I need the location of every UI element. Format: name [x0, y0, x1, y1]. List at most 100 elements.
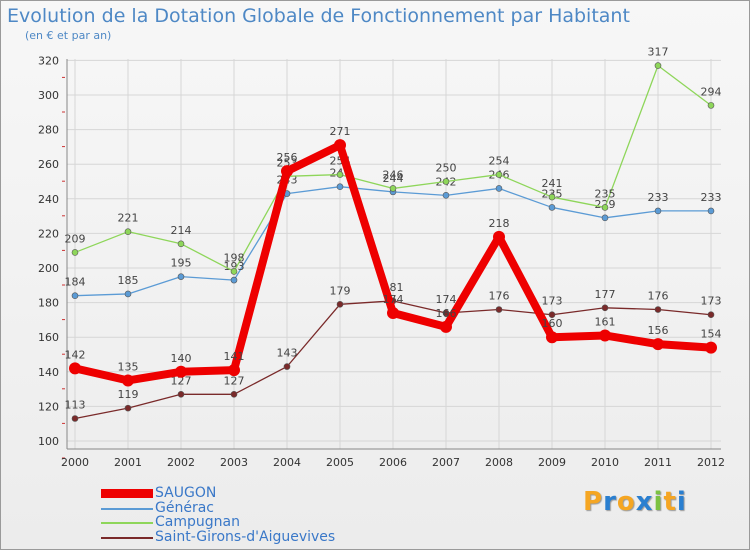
data-label-g-n-rac-2011: 233 — [648, 191, 669, 204]
data-label-campugnan-2011: 317 — [648, 46, 669, 59]
logo-letter: t — [663, 487, 677, 517]
y-tick-label-200: 200 — [38, 262, 59, 275]
data-point-g-n-rac-2008 — [495, 185, 503, 192]
data-point-saugon-2010 — [599, 329, 611, 342]
data-label-saugon-2011: 156 — [648, 324, 669, 337]
y-tick-label-320: 320 — [38, 54, 59, 67]
data-point-campugnan-2009 — [548, 193, 556, 201]
logo-letter: P — [583, 487, 604, 517]
data-label-g-n-rac-2001: 185 — [118, 274, 139, 287]
data-label-campugnan-2003: 198 — [224, 251, 245, 264]
data-label-saugon-2003: 141 — [224, 350, 245, 363]
data-label-campugnan-2008: 254 — [489, 155, 510, 168]
data-label-saugon-2008: 218 — [489, 217, 510, 230]
y-tick-label-160: 160 — [38, 331, 59, 344]
logo-letter: i — [676, 487, 687, 517]
data-point-saint-girons-d-aiguevives-2002 — [177, 390, 185, 398]
data-label-g-n-rac-2000: 184 — [65, 276, 86, 289]
x-tick-label-2007: 2007 — [432, 456, 460, 469]
data-point-g-n-rac-2011 — [654, 207, 662, 215]
data-point-campugnan-2012 — [707, 102, 715, 109]
data-point-saugon-2006 — [387, 306, 399, 319]
y-tick-label-120: 120 — [38, 400, 59, 413]
data-point-g-n-rac-2005 — [336, 183, 344, 190]
chart-title: Evolution de la Dotation Globale de Fonc… — [7, 5, 630, 27]
x-tick-label-2008: 2008 — [485, 456, 513, 469]
x-tick-label-2002: 2002 — [167, 456, 195, 469]
data-label-campugnan-2006: 246 — [383, 168, 404, 181]
x-tick-label-2000: 2000 — [61, 456, 89, 469]
data-label-saint-girons-d-aiguevives-2004: 143 — [277, 347, 298, 360]
logo-letter: o — [616, 487, 636, 517]
y-tick-label-180: 180 — [38, 297, 59, 310]
data-point-g-n-rac-2001 — [124, 290, 132, 298]
data-point-saugon-2011 — [652, 338, 664, 351]
data-point-campugnan-2000 — [71, 249, 79, 256]
data-label-saugon-2010: 161 — [595, 315, 616, 328]
data-label-saint-girons-d-aiguevives-2002: 127 — [171, 374, 192, 387]
y-tick-label-220: 220 — [38, 227, 59, 240]
data-label-saugon-2005: 271 — [330, 125, 351, 138]
x-tick-label-2006: 2006 — [379, 456, 407, 469]
data-label-g-n-rac-2006: 244 — [383, 172, 404, 185]
data-point-g-n-rac-2010 — [601, 214, 609, 222]
data-label-saint-girons-d-aiguevives-2008: 176 — [489, 290, 510, 303]
legend-label-generac: Générac — [155, 499, 214, 516]
chart-subtitle: (en € et par an) — [25, 29, 112, 42]
data-label-saugon-2009: 160 — [542, 317, 563, 330]
data-point-g-n-rac-2002 — [177, 273, 185, 280]
data-point-g-n-rac-2009 — [548, 204, 556, 211]
x-tick-label-2012: 2012 — [697, 456, 725, 469]
y-tick-label-240: 240 — [38, 193, 59, 206]
data-label-campugnan-2001: 221 — [118, 212, 139, 225]
data-point-saugon-2009 — [546, 331, 558, 344]
data-label-saint-girons-d-aiguevives-2011: 176 — [648, 290, 669, 303]
data-point-saugon-2002 — [175, 365, 187, 378]
data-label-saugon-2000: 142 — [65, 348, 86, 361]
legend-swatch-campugnan — [101, 522, 153, 524]
data-point-saint-girons-d-aiguevives-2005 — [336, 301, 344, 308]
data-label-g-n-rac-2002: 195 — [171, 257, 192, 270]
data-point-g-n-rac-2003 — [230, 276, 238, 284]
x-tick-label-2001: 2001 — [114, 456, 142, 469]
legend-label-saugon: SAUGON — [155, 485, 217, 501]
data-point-saugon-2003 — [228, 364, 240, 377]
data-label-saint-girons-d-aiguevives-2005: 179 — [330, 284, 351, 297]
data-point-g-n-rac-2000 — [71, 292, 79, 299]
legend-label-saint-girons: Saint-Girons-d'Aiguevives — [155, 528, 336, 545]
data-point-saugon-2005 — [334, 139, 346, 152]
y-tick-label-280: 280 — [38, 124, 59, 137]
data-point-saint-girons-d-aiguevives-2008 — [495, 306, 503, 313]
data-label-campugnan-2007: 250 — [436, 162, 457, 175]
data-label-campugnan-2009: 241 — [542, 177, 563, 190]
data-label-saugon-2001: 135 — [118, 360, 139, 373]
data-point-saugon-2001 — [122, 374, 134, 387]
data-label-saint-girons-d-aiguevives-2003: 127 — [224, 374, 245, 387]
data-label-campugnan-2012: 294 — [701, 85, 722, 98]
data-point-saint-girons-d-aiguevives-2004 — [283, 363, 291, 370]
x-tick-label-2009: 2009 — [538, 456, 566, 469]
data-point-saint-girons-d-aiguevives-2000 — [71, 415, 79, 422]
data-point-campugnan-2010 — [601, 204, 609, 211]
data-label-saint-girons-d-aiguevives-2000: 113 — [65, 399, 86, 412]
y-tick-label-100: 100 — [38, 435, 59, 448]
data-point-saugon-2007 — [440, 320, 452, 333]
data-point-saint-girons-d-aiguevives-2009 — [548, 311, 556, 319]
data-point-saint-girons-d-aiguevives-2003 — [230, 390, 238, 398]
data-point-g-n-rac-2007 — [442, 192, 450, 199]
data-point-campugnan-2011 — [654, 62, 662, 69]
data-point-campugnan-2001 — [124, 228, 132, 235]
legend-swatch-saugon — [101, 489, 153, 498]
data-label-saint-girons-d-aiguevives-2007: 174 — [436, 293, 457, 306]
data-label-campugnan-2010: 235 — [595, 187, 616, 200]
data-label-saint-girons-d-aiguevives-2010: 177 — [595, 288, 616, 301]
data-point-campugnan-2007 — [442, 178, 450, 185]
legend-label-campugnan: Campugnan — [155, 514, 240, 530]
data-point-campugnan-2002 — [177, 240, 185, 248]
data-point-saint-girons-d-aiguevives-2001 — [124, 404, 132, 412]
data-point-g-n-rac-2012 — [707, 207, 715, 215]
data-label-saint-girons-d-aiguevives-2009: 173 — [542, 295, 563, 308]
data-label-saint-girons-d-aiguevives-2012: 173 — [701, 295, 722, 308]
x-tick-label-2003: 2003 — [220, 456, 248, 469]
